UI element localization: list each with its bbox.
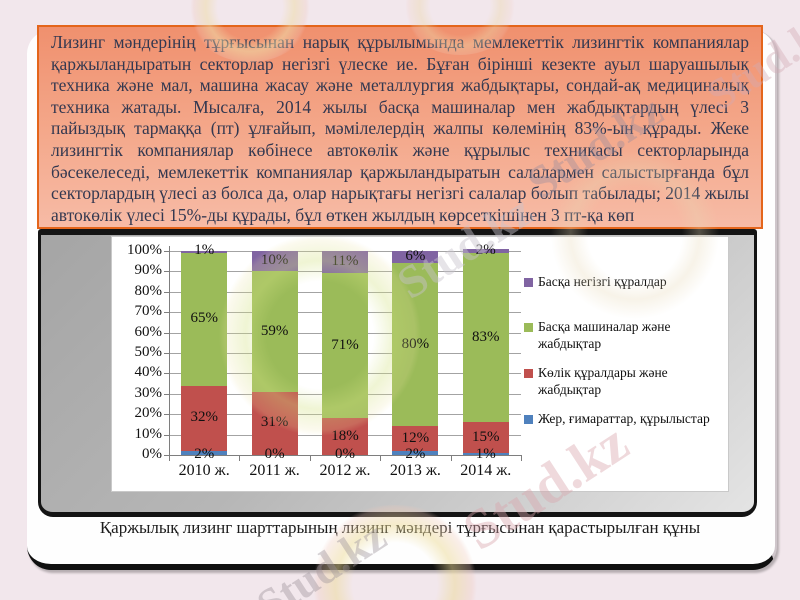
y-tick-label: 60% [134,323,163,340]
bar-segment [251,391,298,455]
slide-caption: Қаржылық лизинг шарттарының лизинг мәнде… [99,518,701,537]
bar-segment [181,450,228,455]
bar-label: 10% [260,252,289,269]
bar-label: 83% [472,328,500,345]
x-axis-tick [380,455,382,461]
summary-paragraph: Лизинг мәндерінің тұрғысынан нарық құрыл… [51,32,749,225]
y-axis-tick [164,373,169,375]
bar-label: 11% [331,253,359,270]
bar-segment [322,251,368,274]
y-tick-label: 100% [127,242,162,258]
legend-item: Басқа машиналар және жабдықтар [524,318,724,353]
bar-segment [181,385,228,451]
x-axis-tick [169,455,170,461]
bar-segment [392,450,439,455]
y-axis-tick [164,393,169,395]
legend-marker [524,278,533,287]
bar-segment [462,422,509,453]
y-axis-tick [164,414,169,416]
bar-label: 31% [260,414,289,431]
bar-segment [392,263,439,427]
y-tick-label: 80% [134,282,163,299]
x-axis-tick [450,455,452,461]
bar-label: 71% [331,336,359,353]
bar-segment [181,251,228,254]
bar-segment [462,253,509,423]
category-label: 2012 ж. [319,462,371,479]
chart-legend: Басқа негізгі құралдар Басқа машиналар жә… [524,273,724,427]
y-axis-tick [164,434,169,436]
y-tick-label: 20% [134,405,163,422]
bar-label: 12% [401,429,430,446]
x-axis-tick [239,455,241,461]
bar-label: 1% [475,446,496,462]
bar-label: 0% [264,446,285,462]
x-axis-tick [309,455,311,461]
y-axis-tick [164,271,169,273]
y-tick-label: 90% [134,262,163,279]
bar-label: 2% [475,242,496,258]
category-label: 2011 ж. [249,462,300,479]
bar-segment [462,452,509,455]
y-axis-tick [164,251,169,252]
category-label: 2010 ж. [178,462,230,479]
bar-label: 80% [401,335,430,352]
bar-segment [392,426,439,451]
legend-marker [524,368,533,378]
legend-label: Жер, ғимараттар, құрылыстар [538,410,710,426]
bar-label: 1% [194,242,215,258]
bar-segment [181,253,228,386]
bar-label: 65% [190,310,218,327]
bar-label: 6% [405,248,426,265]
legend-label: Басқа негізгі құралдар [538,274,667,289]
bar-label: 2% [194,446,215,462]
bar-segment [322,418,368,455]
x-axis-tick [521,455,522,461]
y-tick-label: 40% [134,364,163,381]
y-tick-label: 0% [142,446,162,462]
y-axis-tick [164,291,169,293]
bar-segment [392,251,439,264]
legend-marker [524,322,533,332]
x-axis [164,455,521,456]
bar-label: 15% [472,428,500,445]
category-label: 2013 ж. [389,462,441,479]
y-axis-tick [164,332,169,334]
bar-label: 32% [190,409,218,426]
chart-panel: 0% 10% 20% 30% 40% 50% 60% 70% 80% 90% 100% 2% 32% 65… [38,229,757,517]
chart-area: 0% 10% 20% 30% 40% 50% 60% 70% 80% 90% 100% 2% 32% 65… [111,236,729,492]
legend-item: Басқа негізгі құралдар [524,273,724,291]
y-tick-label: 50% [134,344,163,360]
y-axis [169,246,170,460]
legend-label: Басқа машиналар және жабдықтар [538,318,671,352]
legend-item: Жер, ғимараттар, құрылыстар [524,410,724,428]
legend-label: Көлік құралдары және жабдықтар [538,364,668,398]
y-tick-label: 30% [134,384,163,401]
bar-label: 18% [331,427,359,444]
y-tick-label: 70% [134,303,163,320]
bar-segment [251,251,298,272]
category-label: 2014 ж. [460,462,512,479]
y-axis-tick [164,353,169,354]
legend-item: Көлік құралдары және жабдықтар [524,364,724,399]
y-axis-tick [164,312,169,314]
bar-segment [322,273,368,419]
bar-segment [251,271,298,392]
bar-label: 2% [405,446,426,462]
legend-marker [524,414,533,424]
bar-label: 0% [335,446,355,462]
bar-label: 59% [260,322,289,339]
bar-segment [462,248,509,254]
summary-textbox: Лизинг мәндерінің тұрғысынан нарық құрыл… [37,25,763,229]
y-tick-label: 10% [134,425,163,442]
